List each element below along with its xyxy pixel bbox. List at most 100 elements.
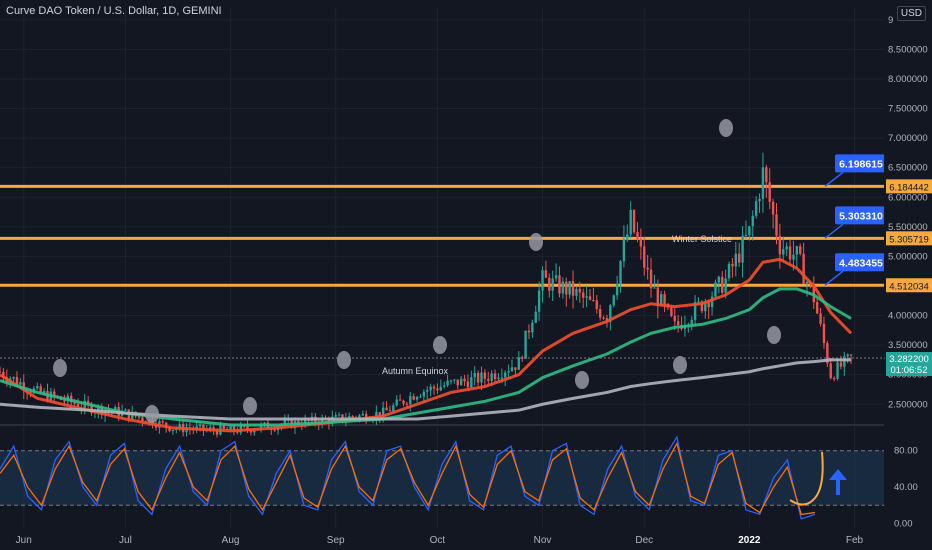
candle-body [409,396,412,405]
bounce-annotation [789,451,824,506]
candle-body [575,288,578,296]
candle-body [768,182,771,202]
candle-body [90,404,93,414]
candle-body [754,201,758,216]
time-tick-label: Sep [327,535,345,546]
level-price-label: 4.512034 [889,281,929,292]
candle-body [734,253,738,267]
candle-body [209,427,212,430]
candle-body [473,372,476,378]
candle-body [154,425,158,428]
candle-body [381,407,385,418]
candle-body [137,416,141,418]
last-price-tag [886,351,932,376]
level-callout [835,154,887,173]
candle-body [76,403,80,408]
symbol-title: Curve DAO Token / U.S. Dollar, 1D, GEMIN… [6,5,222,17]
moon-phase-icon [337,351,351,369]
candle-body [598,309,602,318]
candle-body [168,427,171,432]
candle-body [761,167,765,199]
time-tick-label: Jun [16,535,32,546]
level-price-label: 6.184442 [889,182,929,193]
candle-body [819,313,822,324]
candle-body [378,412,381,418]
candle-body [846,354,849,357]
candle-body [619,261,622,284]
candle-body [822,323,826,344]
candle-body [487,378,490,381]
candle-body [259,424,263,430]
moon-phase-icon [53,359,67,377]
candle-body [554,275,558,279]
time-tick-label: Feb [846,535,864,546]
candle-body [721,276,724,293]
candle-body [36,386,39,389]
candle-body [765,167,768,183]
oscillator-tick-label: 0.00 [894,518,913,529]
price-tick-label: 4.000000 [888,311,928,322]
candle-body [812,284,815,303]
candle-body [490,373,493,381]
price-tick-label: 3.500000 [888,340,928,351]
candle-body [693,301,697,320]
price-tick-label: 6.000000 [888,192,928,203]
candle-body [164,422,168,428]
price-tick-label: 8.500000 [888,44,928,55]
candle-body [273,429,276,431]
candle-body [551,278,554,291]
candle-body [385,407,388,411]
candle-body [459,378,463,386]
candle-body [751,215,754,227]
candle-body [565,281,568,295]
candle-body [829,363,832,379]
currency-badge[interactable]: USD [896,6,926,21]
candle-body [775,214,778,236]
last-price-label: 3.282200 [889,354,929,365]
candle-body [534,311,537,323]
candle-body [246,425,249,430]
level-price-label: 5.305719 [889,234,929,245]
price-tick-label: 5.000000 [888,251,928,262]
price-tick-label: 7.000000 [888,133,928,144]
candle-body [802,253,805,284]
candle-body [517,357,520,370]
overbought-oversold-band [0,450,885,506]
moon-phase-icon [243,397,257,415]
level-callout [835,253,887,272]
candle-body [531,322,534,333]
candle-body [361,413,365,416]
candle-body [476,372,480,383]
moving-average-line [0,257,853,433]
candle-body [63,399,66,402]
candle-body [514,367,517,370]
moon-phase-icon [145,405,159,423]
candle-body [524,330,527,359]
candle-body [453,379,456,381]
candle-body [578,288,582,293]
candle-body [388,410,392,412]
candle-body [334,415,337,417]
candle-body [626,234,629,240]
candle-body [429,386,432,391]
time-tick-label: Jul [119,535,132,546]
level-price-tag [886,231,932,246]
candle-body [663,294,666,305]
candle-body [42,390,46,393]
oscillator-tick-label: 80.00 [894,446,918,457]
candle-body [392,405,395,412]
candle-body [602,317,605,319]
candle-body [595,300,598,310]
candle-body [778,235,782,255]
candle-body [785,246,788,250]
candle-body [39,386,42,393]
candle-body [700,301,704,312]
level-callout-label: 5.303310 [839,210,883,222]
candle-body [395,399,398,406]
moon-phase-icon [719,119,733,137]
level-callout [835,206,887,225]
price-tick-label: 2.500000 [888,399,928,410]
candle-body [782,249,785,255]
